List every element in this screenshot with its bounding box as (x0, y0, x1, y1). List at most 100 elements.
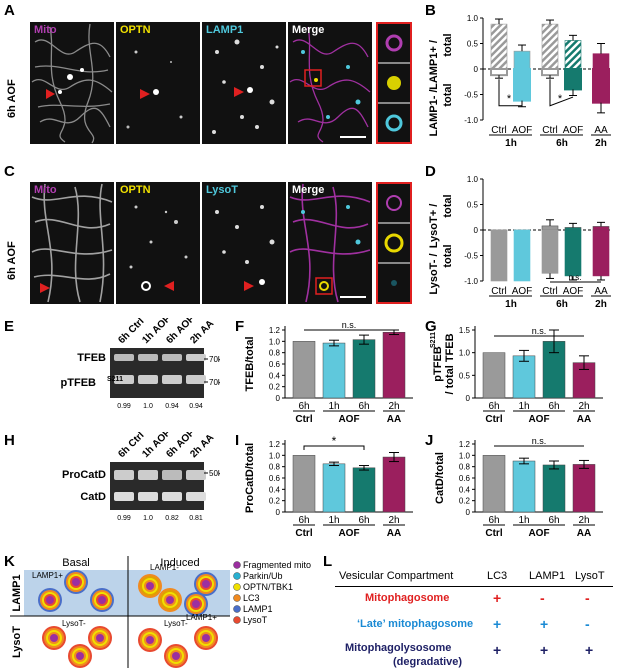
group-label: AOF (338, 528, 359, 539)
y-tick-label: 0 (474, 65, 479, 74)
micro-c-lysot: LysoT (202, 182, 286, 304)
band (114, 470, 134, 480)
bar-positive (564, 227, 582, 231)
y-axis-label-top: LAMP1+ / (428, 40, 440, 90)
chart-f: TFEB/total 1.2 1.0 0.8 0.6 0.4 0.2 0 6h 1h 6h 2h Ctr… (244, 320, 413, 425)
y-tick-label: 1.0 (459, 349, 471, 358)
y-tick-label: 0.4 (459, 485, 471, 494)
panel-label-l: L (323, 553, 333, 570)
band (114, 492, 134, 501)
arrowhead-icon (244, 281, 254, 291)
table-header-lc3: LC3 (487, 570, 508, 582)
chart-j: CatD/total 1.2 1.0 0.8 0.6 0.4 0.2 0 6h 1h 6h 2h Ctr… (434, 436, 603, 539)
panel-label-e: E (4, 318, 15, 335)
y-tick-label: 1.5 (459, 326, 471, 335)
mw-label: 70kDa (209, 378, 220, 387)
y-tick-label: 0.8 (459, 463, 471, 472)
x-tick-label: AOF (563, 286, 584, 297)
vesicle-ring (147, 583, 153, 589)
table-row-name-sub: (degradative) (393, 656, 463, 668)
scale-bar (340, 296, 366, 298)
vesicle-ring (77, 653, 83, 659)
bar (322, 463, 346, 513)
y-axis-label: CatD/total (434, 452, 446, 504)
bar-positive (564, 40, 582, 70)
quant-value: 0.81 (189, 515, 203, 522)
bar-negative-fill (565, 69, 581, 90)
panel-label-j: J (425, 432, 434, 449)
quant-value: 0.99 (117, 403, 131, 410)
x-tick-label: AOF (512, 286, 533, 297)
bar-positive (592, 226, 610, 231)
quant-value: 1.0 (143, 515, 153, 522)
group-label: Ctrl (295, 414, 312, 425)
bar-negative-fill (514, 69, 530, 101)
y-tick-label: -1.0 (464, 116, 478, 125)
band (138, 470, 158, 480)
group-label: AOF (528, 528, 549, 539)
vesicle-ring (193, 601, 199, 607)
y-axis-label-sup: S211 (430, 332, 437, 348)
table-header-lysot: LysoT (575, 570, 605, 582)
bar (292, 455, 316, 513)
inset-c (376, 182, 412, 304)
vesicle-tag: LysoT- (62, 619, 86, 628)
table-cell: - (585, 616, 590, 632)
channel-title-optn: OPTN (120, 184, 151, 196)
row-label: pTFEB (61, 377, 96, 389)
band (114, 354, 134, 361)
chart-i: ProCatD/total 1.2 1.0 0.8 0.6 0.4 0.2 0 6h 1h 6h 2h… (244, 434, 413, 539)
y-axis-label-top2: total (442, 194, 454, 217)
bar-negative (541, 68, 559, 77)
y-axis-label: pTFEB (432, 346, 444, 381)
x-tick-label: 2h (388, 515, 399, 526)
legend-swatch (233, 583, 241, 591)
sig-bracket (303, 445, 365, 450)
lane-label: 6h Ctrl (116, 318, 146, 346)
table-cell: + (493, 590, 502, 606)
x-tick-label: 6h (548, 515, 559, 526)
table-row-name: Mitophagolysosome (345, 642, 452, 654)
y-tick-label: 0 (276, 394, 281, 403)
legend-label: LAMP1 (243, 604, 273, 614)
group-label: AA (577, 528, 591, 539)
y-axis-label: TFEB/total (244, 337, 256, 392)
legend-swatch (233, 594, 241, 602)
bar-negative (513, 229, 531, 282)
micro-a-lamp1: LAMP1 (202, 22, 286, 144)
bar (292, 341, 316, 399)
group-label: AA (577, 414, 591, 425)
panel-label-d: D (425, 163, 436, 180)
bar (482, 352, 506, 399)
micro-a-merge: Merge (288, 22, 372, 144)
vesicle-ring (203, 635, 209, 641)
micro-a-mito: Mito (30, 22, 114, 144)
x-tick-label: 1h (328, 515, 339, 526)
diagram-k: Basal InducedLAMP1LysoTLAMP1+LAMP1-LAMP1+… (10, 556, 311, 668)
x-tick-label: Ctrl (542, 286, 558, 297)
inset-a-image (378, 34, 410, 132)
optn-image (129, 205, 188, 291)
row-label: TFEB (77, 352, 106, 364)
band (138, 354, 158, 361)
mw-label: 50kDa (209, 469, 220, 478)
bar-positive (541, 225, 559, 231)
y-tick-label: 0.5 (459, 371, 471, 380)
ns-label: n.s. (532, 436, 547, 446)
y-tick-label: 1.2 (269, 440, 281, 449)
y-tick-label: 0.8 (269, 463, 281, 472)
band (186, 354, 206, 361)
band (186, 492, 206, 501)
chart-g: pTFEB / total TFEB S211 1.5 1.0 0.5 0 6h 1h 6h 2h C… (430, 326, 603, 425)
group-label: 1h (505, 299, 517, 310)
y-tick-label: 1.0 (269, 451, 281, 460)
x-tick-label: Ctrl (542, 125, 558, 136)
y-tick-label: -1.0 (464, 277, 478, 286)
y-tick-label: 0 (466, 508, 471, 517)
quant-value: 1.0 (143, 403, 153, 410)
y-tick-label: 1.0 (467, 14, 479, 23)
table-row-name: ‘Late’ mitophagosome (357, 618, 474, 630)
arrowhead-icon (140, 89, 150, 99)
micro-c-merge: Merge (288, 182, 372, 304)
